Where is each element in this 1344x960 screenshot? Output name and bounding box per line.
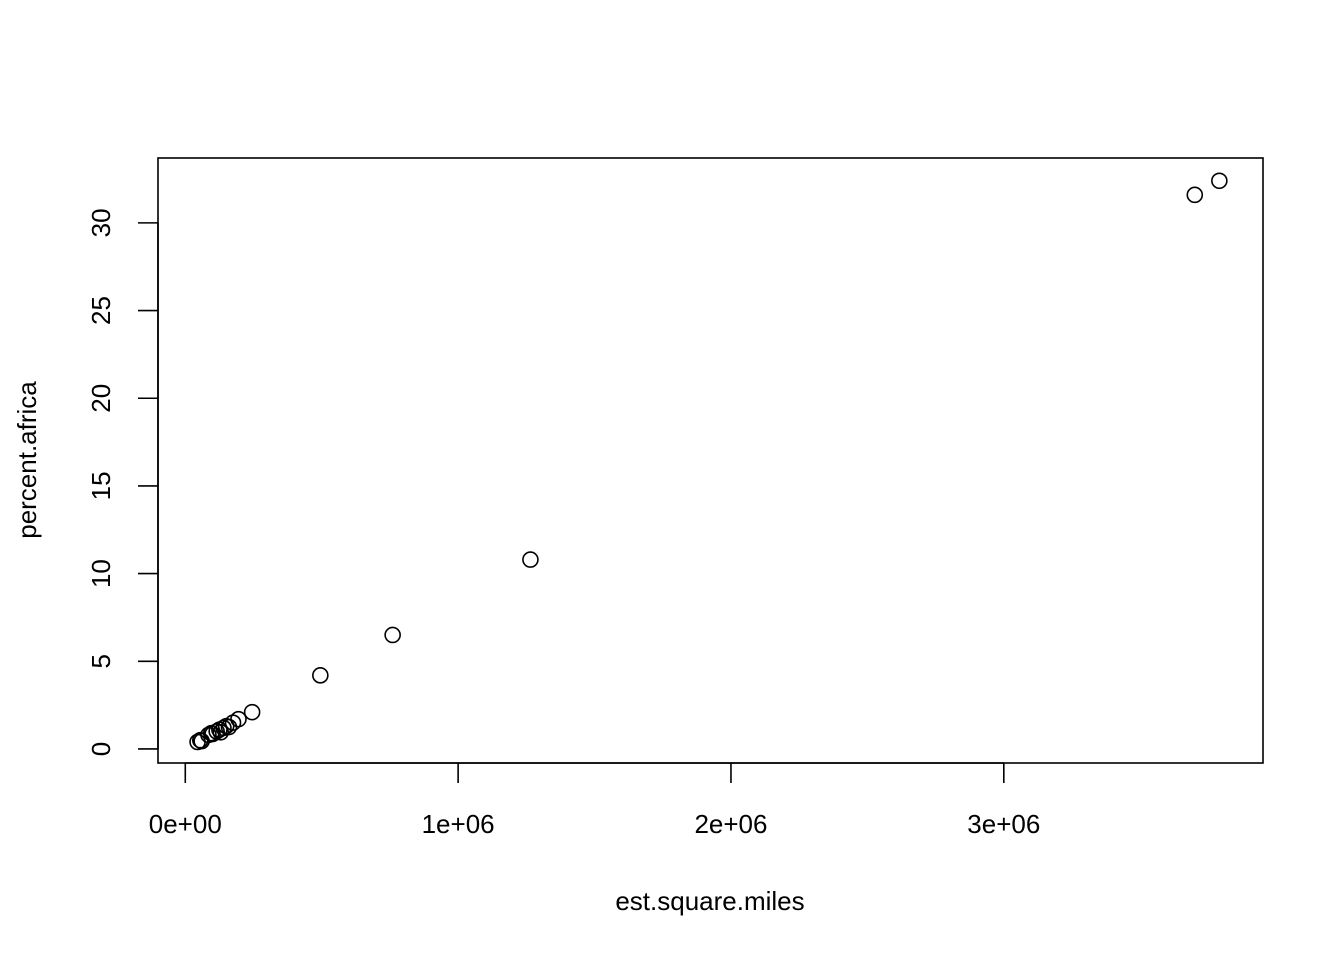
x-axis: 0e+00 1e+06 2e+06 3e+06 bbox=[149, 762, 1040, 839]
y-tick-label: 30 bbox=[86, 208, 116, 237]
data-points bbox=[189, 172, 1228, 751]
y-tick-label: 15 bbox=[86, 471, 116, 500]
y-tick-label: 5 bbox=[86, 654, 116, 668]
data-point bbox=[230, 710, 247, 728]
data-point bbox=[384, 626, 401, 644]
y-tick-label: 20 bbox=[86, 384, 116, 413]
data-point bbox=[1211, 172, 1228, 190]
y-axis: 0 5 10 15 20 25 30 bbox=[86, 208, 159, 756]
x-tick-label: 3e+06 bbox=[967, 809, 1040, 839]
x-tick-label: 1e+06 bbox=[422, 809, 495, 839]
data-point bbox=[312, 667, 329, 684]
y-axis-title: percent.africa bbox=[12, 381, 42, 539]
plot-frame bbox=[157, 157, 1264, 764]
data-point bbox=[522, 551, 539, 568]
y-tick-label: 25 bbox=[86, 296, 116, 325]
data-point bbox=[212, 724, 230, 741]
y-tick-label: 10 bbox=[86, 559, 116, 588]
x-tick-label: 0e+00 bbox=[149, 809, 222, 839]
x-axis-title: est.square.miles bbox=[615, 886, 804, 916]
data-point bbox=[215, 719, 232, 737]
x-tick-label: 2e+06 bbox=[694, 809, 767, 839]
data-point bbox=[243, 703, 261, 721]
data-point bbox=[1186, 186, 1204, 204]
y-tick-label: 0 bbox=[86, 742, 116, 756]
